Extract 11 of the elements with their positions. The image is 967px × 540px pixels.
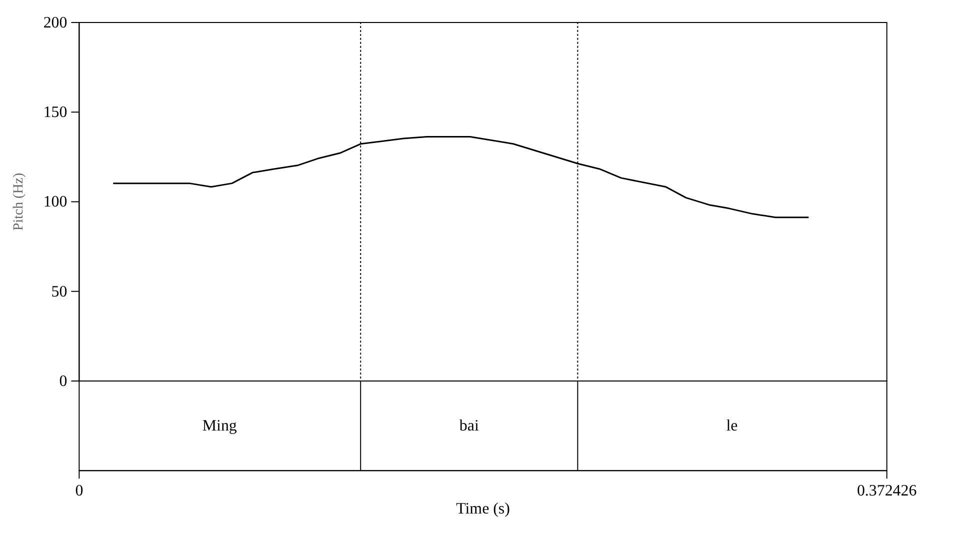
y-tick-label: 50 [51, 283, 68, 300]
text: bai [459, 417, 480, 434]
text: le [726, 417, 738, 434]
y-tick-label: 150 [43, 104, 68, 122]
x-axis-title: Time (s) [456, 500, 510, 518]
y-tick-label: 200 [43, 14, 68, 32]
y-axis-title: Pitch (Hz) [11, 172, 26, 231]
x-tick-label: 0.372426 [856, 482, 917, 500]
y-tick-label: 100 [43, 194, 68, 211]
text: Ming [202, 417, 237, 434]
y-tick-label: 0 [59, 372, 68, 390]
